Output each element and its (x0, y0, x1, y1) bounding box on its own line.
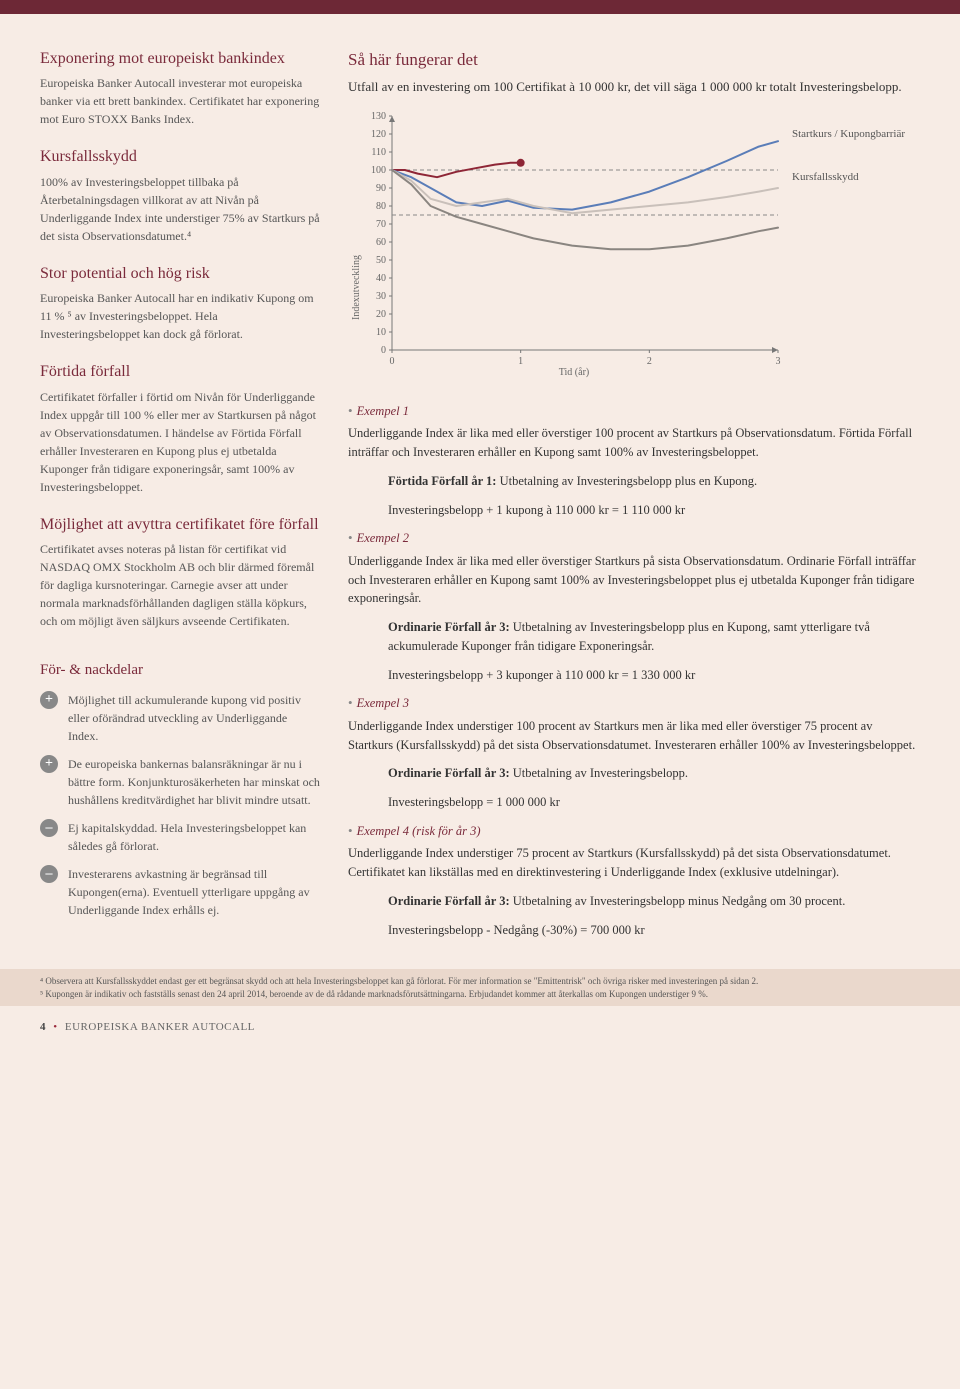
minus-icon: – (40, 865, 58, 883)
pros-cons-title: För- & nackdelar (40, 660, 320, 681)
svg-text:100: 100 (371, 165, 386, 176)
svg-text:110: 110 (371, 147, 386, 158)
plus-icon: + (40, 755, 58, 773)
ex4-title: Exempel 4 (risk för år 3) (357, 824, 481, 838)
ex3-title: Exempel 3 (357, 696, 409, 710)
ex2-title: Exempel 2 (357, 531, 409, 545)
ex1-title: Exempel 1 (357, 404, 409, 418)
ex4-bold: Ordinarie Förfall år 3: Utbetalning av I… (388, 892, 920, 911)
heading-kursfallsskydd: Kursfallsskydd (40, 146, 320, 168)
footnote-4: ⁴ Observera att Kursfallsskyddet endast … (40, 975, 920, 987)
page-footer: 4 • EUROPEISKA BANKER AUTOCALL (0, 1006, 960, 1055)
heading-fortida: Förtida förfall (40, 361, 320, 383)
chart-ylabel: Indexutveckling (348, 110, 364, 380)
ex1-body: Underliggande Index är lika med eller öv… (348, 424, 920, 462)
pros-cons-item: –Investerarens avkastning är begränsad t… (40, 865, 320, 919)
lead-text: Utfall av en investering om 100 Certifik… (348, 78, 920, 96)
left-column: Exponering mot europeiskt bankindex Euro… (40, 48, 320, 949)
pros-cons: För- & nackdelar + Möjlighet till ackumul… (40, 660, 320, 919)
svg-text:80: 80 (376, 201, 386, 212)
svg-text:40: 40 (376, 273, 386, 284)
pros-cons-text: Möjlighet till ackumulerande kupong vid … (68, 691, 320, 745)
svg-text:30: 30 (376, 291, 386, 302)
ex3-bold: Ordinarie Förfall år 3: Utbetalning av I… (388, 764, 920, 783)
heading-avyttra: Möjlighet att avyttra certifikatet före … (40, 514, 320, 536)
top-accent-bar (0, 0, 960, 14)
pros-cons-text: De europeiska bankernas balansräkningar … (68, 755, 320, 809)
label-kursfallsskydd: Kursfallsskydd (792, 171, 905, 184)
svg-text:60: 60 (376, 237, 386, 248)
body-exponering: Europeiska Banker Autocall investerar mo… (40, 74, 320, 128)
svg-text:90: 90 (376, 183, 386, 194)
ex3-calc: Investeringsbelopp = 1 000 000 kr (388, 793, 920, 812)
heading-sahar: Så här fungerar det (348, 48, 920, 72)
ex1-header: •Exempel 1 (348, 402, 920, 421)
ex4-header: •Exempel 4 (risk för år 3) (348, 822, 920, 841)
pros-cons-item: + Möjlighet till ackumulerande kupong vid… (40, 691, 320, 745)
svg-text:20: 20 (376, 309, 386, 320)
footer-bullet-icon: • (53, 1021, 57, 1033)
svg-text:0: 0 (381, 345, 386, 356)
ex2-body: Underliggande Index är lika med eller öv… (348, 552, 920, 608)
footer-title: EUROPEISKA BANKER AUTOCALL (65, 1021, 255, 1033)
ex1-bold: Förtida Förfall år 1: Utbetalning av Inv… (388, 472, 920, 491)
ex2-header: •Exempel 2 (348, 529, 920, 548)
svg-text:50: 50 (376, 255, 386, 266)
line-chart: 0 10 20 30 40 50 60 70 80 90 100 110 120 130 0 1 2 3 (364, 110, 784, 370)
body-fortida: Certifikatet förfaller i förtid om Nivån… (40, 388, 320, 496)
page-number: 4 (40, 1021, 46, 1033)
body-avyttra: Certifikatet avses noteras på listan för… (40, 540, 320, 630)
pros-cons-item: –Ej kapitalskyddad. Hela Investeringsbel… (40, 819, 320, 855)
svg-text:120: 120 (371, 129, 386, 140)
svg-text:0: 0 (390, 356, 395, 367)
ex2-bold: Ordinarie Förfall år 3: Utbetalning av I… (388, 618, 920, 656)
ex4-body: Underliggande Index understiger 75 proce… (348, 844, 920, 882)
chart-side-labels: Startkurs / Kupongbarriär Kursfallsskydd (784, 110, 905, 380)
svg-text:70: 70 (376, 219, 386, 230)
ex3-header: •Exempel 3 (348, 694, 920, 713)
pros-cons-text: Investerarens avkastning är begränsad ti… (68, 865, 320, 919)
footnote-5: ⁵ Kupongen är indikativ och fastställs s… (40, 988, 920, 1000)
ex1-calc: Investeringsbelopp + 1 kupong à 110 000 … (388, 501, 920, 520)
minus-icon: – (40, 819, 58, 837)
ex4-calc: Investeringsbelopp - Nedgång (-30%) = 70… (388, 921, 920, 940)
body-potential: Europeiska Banker Autocall har en indika… (40, 289, 320, 343)
svg-text:1: 1 (518, 356, 523, 367)
chart-svg-wrap: 0 10 20 30 40 50 60 70 80 90 100 110 120 130 0 1 2 3 Tid … (364, 110, 784, 380)
svg-text:130: 130 (371, 111, 386, 122)
heading-exponering: Exponering mot europeiskt bankindex (40, 48, 320, 70)
pros-cons-item: + De europeiska bankernas balansräkningar… (40, 755, 320, 809)
pros-cons-text: Ej kapitalskyddad. Hela Investeringsbelo… (68, 819, 320, 855)
chart-container: Indexutveckling 010203040506070809010011… (348, 110, 920, 380)
plus-icon: + (40, 691, 58, 709)
body-kursfallsskydd: 100% av Investeringsbeloppet tillbaka på… (40, 173, 320, 245)
svg-text:3: 3 (776, 356, 781, 367)
right-column: Så här fungerar det Utfall av en investe… (348, 48, 920, 949)
svg-text:10: 10 (376, 327, 386, 338)
page-content: Exponering mot europeiskt bankindex Euro… (0, 14, 960, 969)
footnotes: ⁴ Observera att Kursfallsskyddet endast … (0, 969, 960, 1005)
ex3-body: Underliggande Index understiger 100 proc… (348, 717, 920, 755)
label-startkurs: Startkurs / Kupongbarriär (792, 128, 905, 141)
chart-xlabel: Tid (år) (364, 366, 784, 380)
ex2-calc: Investeringsbelopp + 3 kuponger à 110 00… (388, 666, 920, 685)
heading-potential: Stor potential och hög risk (40, 263, 320, 285)
svg-text:2: 2 (647, 356, 652, 367)
